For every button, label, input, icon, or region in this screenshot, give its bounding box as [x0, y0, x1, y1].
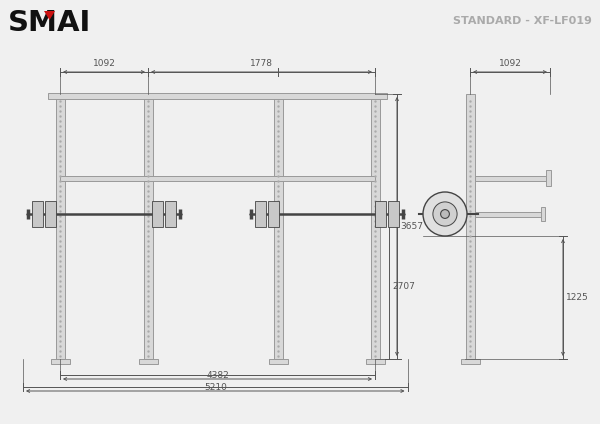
- Bar: [139, 359, 157, 364]
- Bar: [254, 201, 265, 227]
- Bar: [268, 201, 278, 227]
- Text: 4382: 4382: [206, 371, 229, 380]
- Text: 3657: 3657: [400, 222, 423, 231]
- Bar: [541, 207, 545, 221]
- Circle shape: [433, 202, 457, 226]
- Bar: [56, 94, 65, 359]
- Text: 1225: 1225: [566, 293, 589, 302]
- Bar: [32, 201, 43, 227]
- Polygon shape: [44, 11, 55, 20]
- Bar: [165, 201, 176, 227]
- Bar: [365, 359, 385, 364]
- Bar: [48, 93, 387, 99]
- Text: 1778: 1778: [250, 59, 273, 68]
- Bar: [45, 201, 56, 227]
- Text: 2707: 2707: [392, 282, 415, 291]
- Text: STANDARD - XF-LF019: STANDARD - XF-LF019: [453, 16, 592, 26]
- Bar: [466, 94, 475, 359]
- Text: SMAI: SMAI: [8, 9, 91, 37]
- Bar: [461, 359, 479, 364]
- Bar: [143, 94, 152, 359]
- Bar: [546, 170, 551, 186]
- Bar: [60, 176, 375, 181]
- Circle shape: [440, 209, 449, 218]
- Bar: [475, 212, 542, 217]
- Text: 5210: 5210: [204, 383, 227, 392]
- Text: 1092: 1092: [499, 59, 521, 68]
- Bar: [371, 94, 380, 359]
- Bar: [269, 359, 287, 364]
- Bar: [475, 176, 547, 181]
- Bar: [50, 359, 70, 364]
- Bar: [274, 94, 283, 359]
- Circle shape: [423, 192, 467, 236]
- Bar: [374, 201, 386, 227]
- Bar: [388, 201, 398, 227]
- Text: 1092: 1092: [92, 59, 115, 68]
- Text: ·: ·: [68, 7, 71, 17]
- Bar: [152, 201, 163, 227]
